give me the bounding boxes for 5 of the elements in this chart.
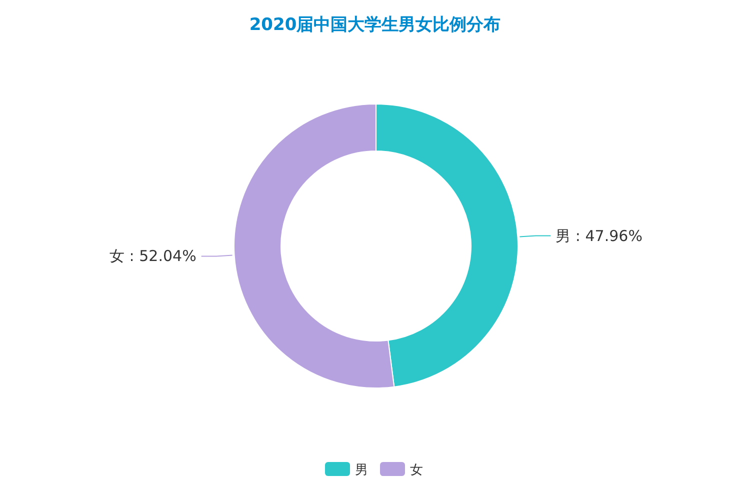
legend-label: 男 (355, 463, 368, 478)
chart-title: 2020届中国大学生男女比例分布 (249, 15, 501, 35)
legend-label: 女 (410, 463, 423, 478)
data-label: 男 : 47.96% (556, 226, 642, 245)
data-label: 女 : 52.04% (110, 247, 196, 266)
